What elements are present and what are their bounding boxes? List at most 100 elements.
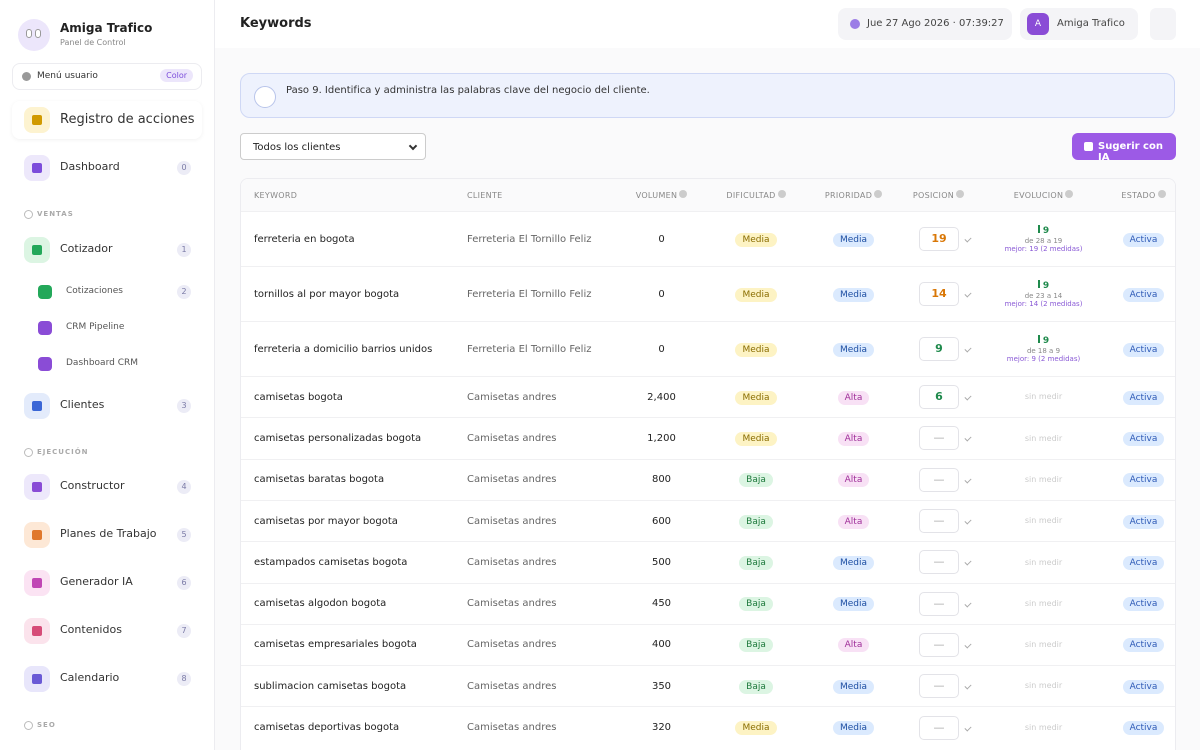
cell: Ferreteria El Tornillo Feliz [467,289,617,300]
client: Ferreteria El Tornillo Feliz [467,343,592,355]
save-check[interactable] [964,235,972,243]
nav-item[interactable]: Contenidos [60,623,122,636]
client: Camisetas andres [467,680,557,692]
suggest-ai-button[interactable]: Sugerir con IA [1072,133,1176,163]
evolution-best: mejor: 19 (2 medidas) [1004,244,1083,253]
logout-button[interactable] [1150,8,1176,40]
difficulty-badge: Baja [739,473,773,488]
cell: Media [706,232,806,247]
position-input[interactable]: — [919,426,959,451]
cell: Camisetas andres [467,722,617,733]
column-label: ESTADO [1121,191,1156,200]
nav-count: 2 [177,285,191,299]
cell: Alta [806,637,901,653]
position-input[interactable]: 14 [919,282,959,306]
save-check[interactable] [964,682,972,690]
save-check[interactable] [964,290,972,298]
keyword: camisetas deportivas bogota [254,722,400,734]
position-input[interactable]: — [919,632,959,657]
evolution-empty: sin medir [1024,722,1063,732]
nav-item[interactable]: Planes de Trabajo [60,527,157,540]
position-input[interactable]: 9 [919,337,959,361]
cell: 600 [617,516,706,527]
cell: Camisetas andres [467,392,617,403]
priority-badge: Media [832,555,875,570]
nav-glyph [32,115,42,125]
avatar-eye [26,29,32,38]
nav-item[interactable]: Registro de acciones [60,112,195,127]
color-badge[interactable]: Color [160,69,193,82]
client-filter[interactable]: Todos los clientes [240,133,426,160]
position-input[interactable]: — [919,550,959,575]
sub-item[interactable]: Cotizaciones [66,286,123,296]
nav-item[interactable]: Cotizador [60,242,113,255]
client: Camisetas andres [467,639,557,651]
cell: Activa [1111,232,1175,247]
cell: camisetas deportivas bogota [241,722,467,733]
cell: Camisetas andres [467,681,617,692]
nav-item[interactable]: Generador IA [60,575,133,588]
cell: Activa [1111,679,1175,694]
evolution-range: de 23 a 14 [1024,291,1063,300]
position-input[interactable]: — [919,509,959,534]
nav-count: 5 [177,528,191,542]
evolution-range: de 18 a 9 [1026,346,1061,355]
save-check[interactable] [964,600,972,608]
save-check[interactable] [964,476,972,484]
priority-badge: Media [832,232,875,247]
save-check[interactable] [964,517,972,525]
column-header: KEYWORD [241,191,467,200]
nav-count: 3 [177,399,191,413]
save-check[interactable] [964,558,972,566]
cell: 450 [617,598,706,609]
position-input[interactable]: — [919,467,959,492]
save-check[interactable] [964,345,972,353]
nav-item[interactable]: Constructor [60,479,125,492]
cell: sin medir [976,516,1111,526]
cell: camisetas algodon bogota [241,598,467,609]
save-check[interactable] [964,723,972,732]
nav-glyph [32,163,42,173]
evolution-empty: sin medir [1024,557,1063,567]
nav-item[interactable]: Clientes [60,398,105,411]
table-row: camisetas algodon bogota Camisetas andres… [241,582,1175,624]
save-check[interactable] [964,434,972,442]
cell: tornillos al por mayor bogota [241,289,467,300]
close-button[interactable] [1148,87,1158,97]
user-menu[interactable]: Menú usuario Color [12,63,202,90]
table-row: sublimacion camisetas bogota Camisetas an… [241,665,1175,706]
position-input[interactable]: 6 [919,385,959,410]
sub-item[interactable]: CRM Pipeline [66,322,125,332]
position-input[interactable]: 19 [919,227,959,251]
cell: — [901,467,976,492]
button-label: Sugerir con IA [1098,141,1163,163]
cell: Camisetas andres [467,598,617,609]
avatar-eye [35,29,41,38]
cell: sin medir [976,434,1111,444]
keyword: ferreteria a domicilio barrios unidos [254,343,433,355]
save-check[interactable] [964,641,972,649]
status-badge: Activa [1122,514,1165,529]
sub-item[interactable]: Dashboard CRM [66,358,138,368]
info-icon [874,190,883,198]
table-row: camisetas por mayor bogota Camisetas andr… [241,499,1175,541]
cell: sin medir [976,723,1111,733]
cell: Alta [806,472,901,488]
difficulty-badge: Media [735,287,777,302]
cell: Activa [1111,342,1175,357]
nav-item[interactable]: Calendario [60,671,120,684]
cell: Camisetas andres [467,433,617,444]
client: Camisetas andres [467,515,557,527]
nav-item[interactable]: Dashboard [60,160,120,173]
save-check[interactable] [964,393,972,401]
brand-subtitle: Panel de Control [60,38,126,47]
evolution-empty: sin medir [1024,433,1063,443]
evolution-range: de 28 a 19 [1024,236,1063,245]
cell: — [901,550,976,575]
cell: Media [806,555,901,570]
difficulty-badge: Baja [739,555,773,570]
position-input[interactable]: — [919,674,959,699]
user-pill[interactable]: A Amiga Trafico [1020,8,1138,40]
position-input[interactable]: — [919,591,959,616]
position-input[interactable]: — [919,715,959,740]
